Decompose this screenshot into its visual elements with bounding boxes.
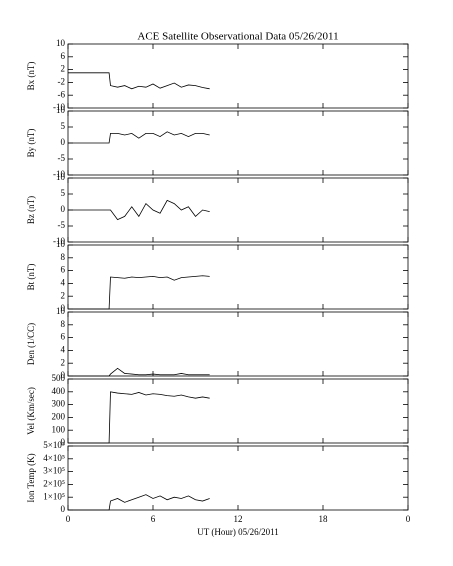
y-tick-label: 10 [56,38,66,48]
y-tick-label: -2 [58,76,66,86]
y-tick-label: 1×10⁵ [43,491,65,501]
panel-frame [67,110,409,176]
y-tick-label: 5×10⁵ [43,440,65,450]
y-tick-label: 4 [61,277,66,287]
y-tick-label: 4×10⁵ [43,453,65,463]
y-axis-label: Bz (nT) [26,196,36,224]
y-tick-label: 8 [61,319,66,329]
y-tick-label: 10 [56,306,66,316]
y-tick-label: -6 [58,89,66,99]
data-line [68,494,210,511]
y-tick-label: 6 [61,332,66,342]
data-line [68,275,210,310]
panel-frame [67,311,409,377]
y-tick-label: -10 [53,236,65,246]
panel-frame [67,378,409,444]
y-tick-label: 200 [52,411,66,421]
y-tick-label: 300 [52,399,66,409]
x-axis-label: UT (Hour) 05/26/2011 [197,527,279,537]
y-tick-label: 10 [56,239,66,249]
y-tick-label: 10 [56,105,66,115]
x-tick-label: 0 [66,514,71,524]
y-axis-label: Den (1/CC) [26,323,36,365]
panel-frame [67,177,409,243]
panel-frame [67,43,409,109]
y-tick-label: 5 [61,121,66,131]
y-tick-label: 2 [61,64,66,74]
y-axis-label: Bt (nT) [26,264,36,291]
y-tick-label: 500 [52,373,66,383]
y-tick-label: 0 [61,437,66,447]
data-line [68,199,210,221]
data-line [68,131,210,144]
y-tick-label: 0 [61,137,66,147]
y-tick-label: 100 [52,424,66,434]
y-tick-label: 8 [61,252,66,262]
y-tick-label: -10 [53,102,65,112]
x-tick-label: 6 [151,514,156,524]
y-axis-label: Bx (nT) [26,62,36,91]
x-tick-label: 18 [319,514,329,524]
y-tick-label: 0 [61,504,66,514]
y-tick-label: 10 [56,172,66,182]
y-tick-label: 6 [61,51,66,61]
y-tick-label: 0 [61,303,66,313]
x-tick-label: 12 [234,514,243,524]
data-line [68,72,210,90]
y-axis-label: By (nT) [26,129,36,158]
y-tick-label: 2 [61,290,66,300]
y-tick-label: 5 [61,188,66,198]
x-tick-label: 0 [406,514,411,524]
panel-frame [67,445,409,511]
data-line [68,367,210,377]
y-tick-label: -5 [58,153,66,163]
y-axis-label: Ion Temp (K) [26,453,36,502]
y-tick-label: -10 [53,169,65,179]
y-tick-label: 3×10⁵ [43,466,65,476]
data-line [68,391,210,444]
y-tick-label: 4 [61,344,66,354]
y-tick-label: 400 [52,386,66,396]
y-tick-label: 6 [61,265,66,275]
y-tick-label: 2 [61,357,66,367]
y-tick-label: 2×10⁵ [43,478,65,488]
y-tick-label: 0 [61,204,66,214]
chart-title: ACE Satellite Observational Data 05/26/2… [137,31,338,43]
panel-frame [67,244,409,310]
y-axis-label: Vel (Km/sec) [26,387,36,435]
y-tick-label: 0 [61,370,66,380]
y-tick-label: -5 [58,220,66,230]
